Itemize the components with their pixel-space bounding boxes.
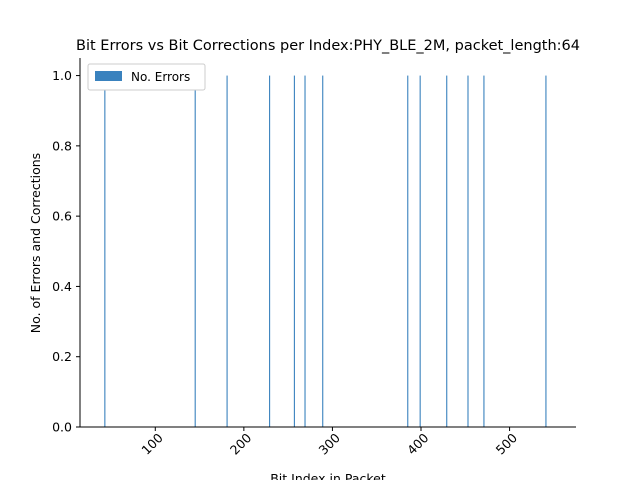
bar <box>467 75 469 428</box>
legend-swatch <box>95 71 122 81</box>
x-tick-label: 200 <box>227 430 255 458</box>
bar <box>483 75 485 428</box>
legend: No. Errors <box>87 63 206 91</box>
x-tick-label: 100 <box>138 430 166 458</box>
bar <box>545 75 547 428</box>
axes-group: 0.0 0.2 0.4 0.6 0.8 1.0 100 200 300 400 500 <box>52 58 576 458</box>
bar <box>194 75 196 428</box>
legend-label: No. Errors <box>131 70 190 84</box>
bar <box>419 75 421 428</box>
legend-box <box>87 63 206 91</box>
bar <box>407 75 409 428</box>
bars-group <box>104 75 547 428</box>
bar <box>304 75 306 428</box>
bar <box>322 75 324 428</box>
x-axis-label: Bit Index in Packet <box>270 471 386 480</box>
y-tick-label: 0.4 <box>52 279 72 294</box>
y-tick-label: 1.0 <box>52 68 72 83</box>
x-tick-label: 500 <box>493 430 521 458</box>
y-axis-label: No. of Errors and Corrections <box>28 153 43 333</box>
bar <box>226 75 228 428</box>
x-tick-label: 400 <box>404 430 432 458</box>
x-tick-label: 300 <box>316 430 344 458</box>
bar <box>269 75 271 428</box>
y-tick-label: 0.2 <box>52 349 72 364</box>
y-tick-label: 0.8 <box>52 138 72 153</box>
bar <box>446 75 448 428</box>
y-tick-label: 0.0 <box>52 420 72 435</box>
y-tick-label: 0.6 <box>52 209 72 224</box>
chart-title: Bit Errors vs Bit Corrections per Index:… <box>76 38 580 54</box>
bar <box>293 75 295 428</box>
bar <box>104 75 106 428</box>
